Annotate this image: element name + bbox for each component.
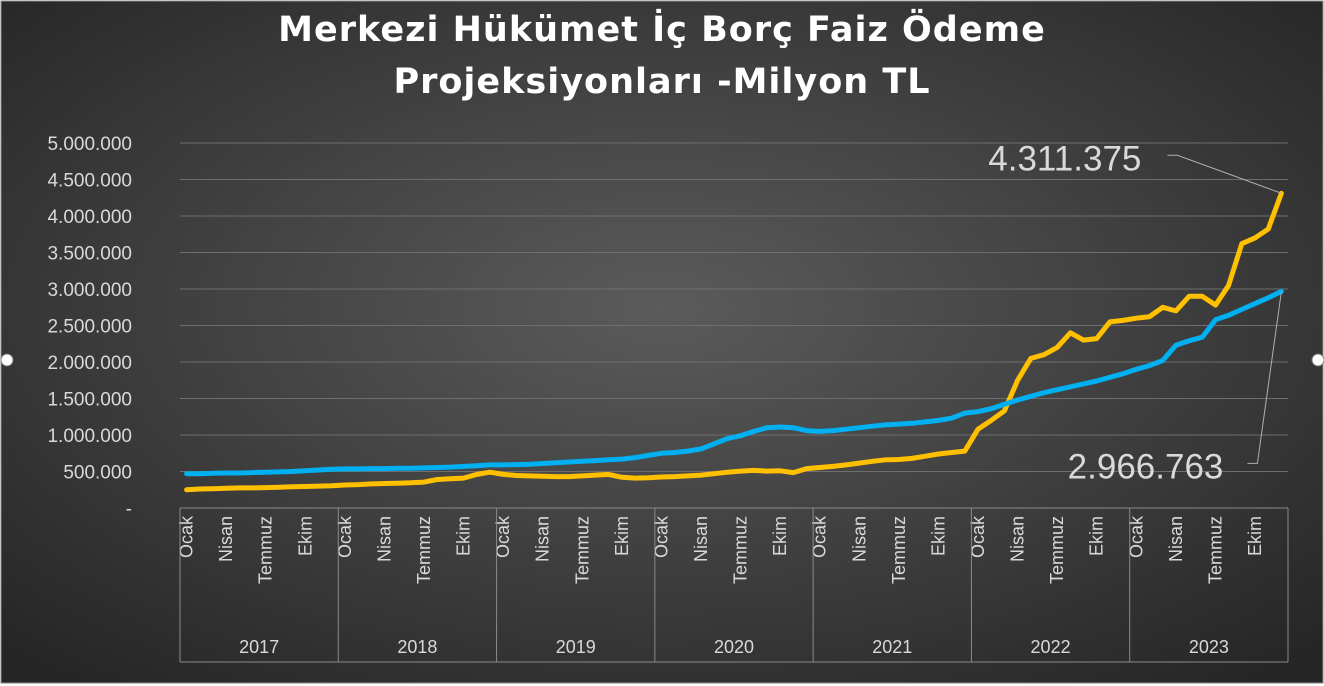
data-label: 2.966.763 xyxy=(1068,447,1224,486)
x-tick-label: Ekim xyxy=(1245,516,1265,556)
x-group-label: 2020 xyxy=(714,637,754,657)
x-tick-label: Ekim xyxy=(1087,516,1107,556)
x-tick-label: Ocak xyxy=(177,515,197,558)
x-tick-label: Ekim xyxy=(612,516,632,556)
x-group-label: 2018 xyxy=(397,637,437,657)
x-group-label: 2017 xyxy=(239,637,279,657)
x-tick-label: Temmuz xyxy=(889,516,909,584)
x-tick-label: Nisan xyxy=(849,516,869,562)
x-tick-label: Ocak xyxy=(493,515,513,558)
label-leader xyxy=(1167,154,1282,194)
x-tick-label: Ekim xyxy=(454,516,474,556)
y-tick-label: 1.000.000 xyxy=(47,426,132,447)
y-tick-label: 3.000.000 xyxy=(47,280,132,301)
resize-handle[interactable] xyxy=(1311,353,1324,367)
x-tick-label: Temmuz xyxy=(731,516,751,584)
x-tick-label: Temmuz xyxy=(414,516,434,584)
data-line xyxy=(184,288,1284,477)
x-group-label: 2023 xyxy=(1189,637,1229,657)
x-tick-label: Ocak xyxy=(335,515,355,558)
x-tick-label: Nisan xyxy=(1166,516,1186,562)
x-tick-label: Nisan xyxy=(1008,516,1028,562)
x-tick-label: Temmuz xyxy=(1047,516,1067,584)
data-label: 4.311.375 xyxy=(988,139,1141,178)
x-tick-label: Ekim xyxy=(295,516,315,556)
x-tick-label: Ocak xyxy=(651,515,671,558)
label-leader xyxy=(1247,291,1282,464)
x-tick-label: Ocak xyxy=(968,515,988,558)
y-tick-label: 500.000 xyxy=(63,463,132,484)
x-tick-label: Temmuz xyxy=(572,516,592,584)
data-line xyxy=(184,190,1284,493)
y-tick-label: 1.500.000 xyxy=(47,390,132,411)
x-group-label: 2022 xyxy=(1031,637,1071,657)
resize-handle[interactable] xyxy=(0,353,14,367)
x-tick-label: Ekim xyxy=(928,516,948,556)
chart-title: Merkezi Hükümet İç Borç Faiz Ödeme Proje… xyxy=(278,10,1046,102)
x-tick-label: Nisan xyxy=(691,516,711,562)
y-tick-label: 3.500.000 xyxy=(47,244,132,265)
y-tick-label: 5.000.000 xyxy=(47,134,132,155)
x-tick-label: Ekim xyxy=(770,516,790,556)
x-tick-label: Nisan xyxy=(374,516,394,562)
x-tick-label: Temmuz xyxy=(1205,516,1225,584)
y-tick-label: 2.000.000 xyxy=(47,353,132,374)
y-tick-label: - xyxy=(126,499,132,520)
x-tick-label: Nisan xyxy=(533,516,553,562)
y-tick-label: 4.000.000 xyxy=(47,207,132,228)
x-tick-label: Temmuz xyxy=(256,516,276,584)
y-tick-label: 2.500.000 xyxy=(47,317,132,338)
y-tick-label: 4.500.000 xyxy=(47,171,132,192)
x-group-label: 2019 xyxy=(556,637,596,657)
x-group-label: 2021 xyxy=(872,637,912,657)
x-tick-label: Ocak xyxy=(810,515,830,558)
x-tick-label: Ocak xyxy=(1126,515,1146,558)
x-tick-label: Nisan xyxy=(216,516,236,562)
